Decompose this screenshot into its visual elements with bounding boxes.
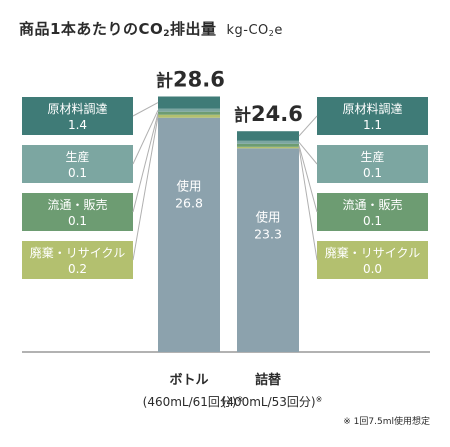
category-subtitle: (460mL/61回分)※ [143, 395, 244, 409]
chart-title: 商品1本あたりのCO2排出量 kg-CO2e [19, 18, 283, 39]
total-value: 24.6 [251, 102, 303, 126]
bar-use-value: 23.3 [254, 226, 282, 241]
bar-segment-0-1 [158, 108, 220, 112]
stage-box-name: 流通・販売 [342, 197, 402, 212]
stage-box-value: 0.1 [68, 166, 87, 180]
unit-subscript: 2 [268, 29, 275, 38]
unit-prefix: kg-CO [226, 23, 269, 38]
stage-box-name: 流通・販売 [47, 197, 107, 212]
stage-box-1-2 [317, 193, 428, 231]
connector-line [132, 110, 159, 165]
stage-box-value: 0.2 [68, 262, 87, 276]
total-prefix: 計 [156, 70, 173, 91]
stage-box-name: 廃棄・リサイクル [325, 245, 420, 260]
bar-total: 計24.6 [234, 102, 303, 126]
bar-total: 計28.6 [156, 67, 225, 91]
unit-label: kg-CO2e [226, 23, 282, 38]
category-note-mark: ※ [237, 395, 244, 404]
stage-box-value: 1.4 [68, 118, 87, 132]
bar-segment-0-0 [158, 96, 220, 109]
stage-box-value: 0.1 [363, 166, 382, 180]
bar-segment-1-1 [237, 140, 299, 144]
bar-segment-0-3 [158, 114, 220, 118]
stage-box-1-3 [317, 241, 428, 279]
bar-segment-1-4 [237, 148, 299, 352]
connector-line [298, 147, 318, 261]
stage-box-name: 廃棄・リサイクル [30, 245, 125, 260]
total-value: 28.6 [173, 67, 225, 91]
footnote: ※ 1回7.5ml使用想定 [343, 415, 430, 427]
category-subtitle: (400mL/53回分)※ [222, 395, 323, 409]
category-label: 詰替 [255, 372, 282, 388]
stage-box-value: 0.0 [363, 262, 382, 276]
title-prefix: 商品1本あたりのCO [19, 20, 164, 38]
bar-segment-1-3 [237, 146, 299, 149]
stage-box-value: 0.1 [68, 214, 87, 228]
unit-suffix: e [274, 23, 283, 38]
stage-box-0-3 [22, 241, 133, 279]
stage-box-value: 1.1 [363, 118, 382, 132]
stage-box-1-1 [317, 145, 428, 183]
bar-use-name: 使用 [255, 209, 280, 224]
bar-segment-0-4 [158, 117, 220, 352]
bar-segment-1-0 [237, 131, 299, 141]
stage-box-0-0 [22, 97, 133, 135]
category-note-mark: ※ [316, 395, 323, 404]
stage-box-0-1 [22, 145, 133, 183]
stage-box-name: 生産 [360, 149, 384, 164]
connector-line [132, 113, 159, 213]
bar-use-value: 26.8 [175, 196, 203, 211]
category-subtitle-text: (460mL/61回分) [143, 395, 237, 409]
bar-segment-0-2 [158, 111, 220, 115]
stage-box-0-2 [22, 193, 133, 231]
stage-box-name: 原材料調達 [47, 102, 107, 116]
connector-line [298, 145, 318, 213]
category-subtitle-text: (400mL/53回分) [222, 395, 316, 409]
total-prefix: 計 [234, 105, 251, 126]
bar-use-name: 使用 [176, 179, 201, 194]
stage-box-value: 0.1 [363, 214, 382, 228]
bar-segment-1-2 [237, 143, 299, 147]
title-suffix: 排出量 [169, 20, 217, 38]
connector-line [132, 102, 159, 117]
stage-box-name: 生産 [65, 149, 89, 164]
title-subscript: 2 [163, 29, 170, 39]
connector-line [132, 116, 159, 261]
category-label: ボトル [169, 372, 208, 388]
stage-box-name: 原材料調達 [342, 102, 402, 116]
connector-line [298, 115, 318, 137]
stage-box-1-0 [317, 97, 428, 135]
connector-line [298, 142, 318, 165]
